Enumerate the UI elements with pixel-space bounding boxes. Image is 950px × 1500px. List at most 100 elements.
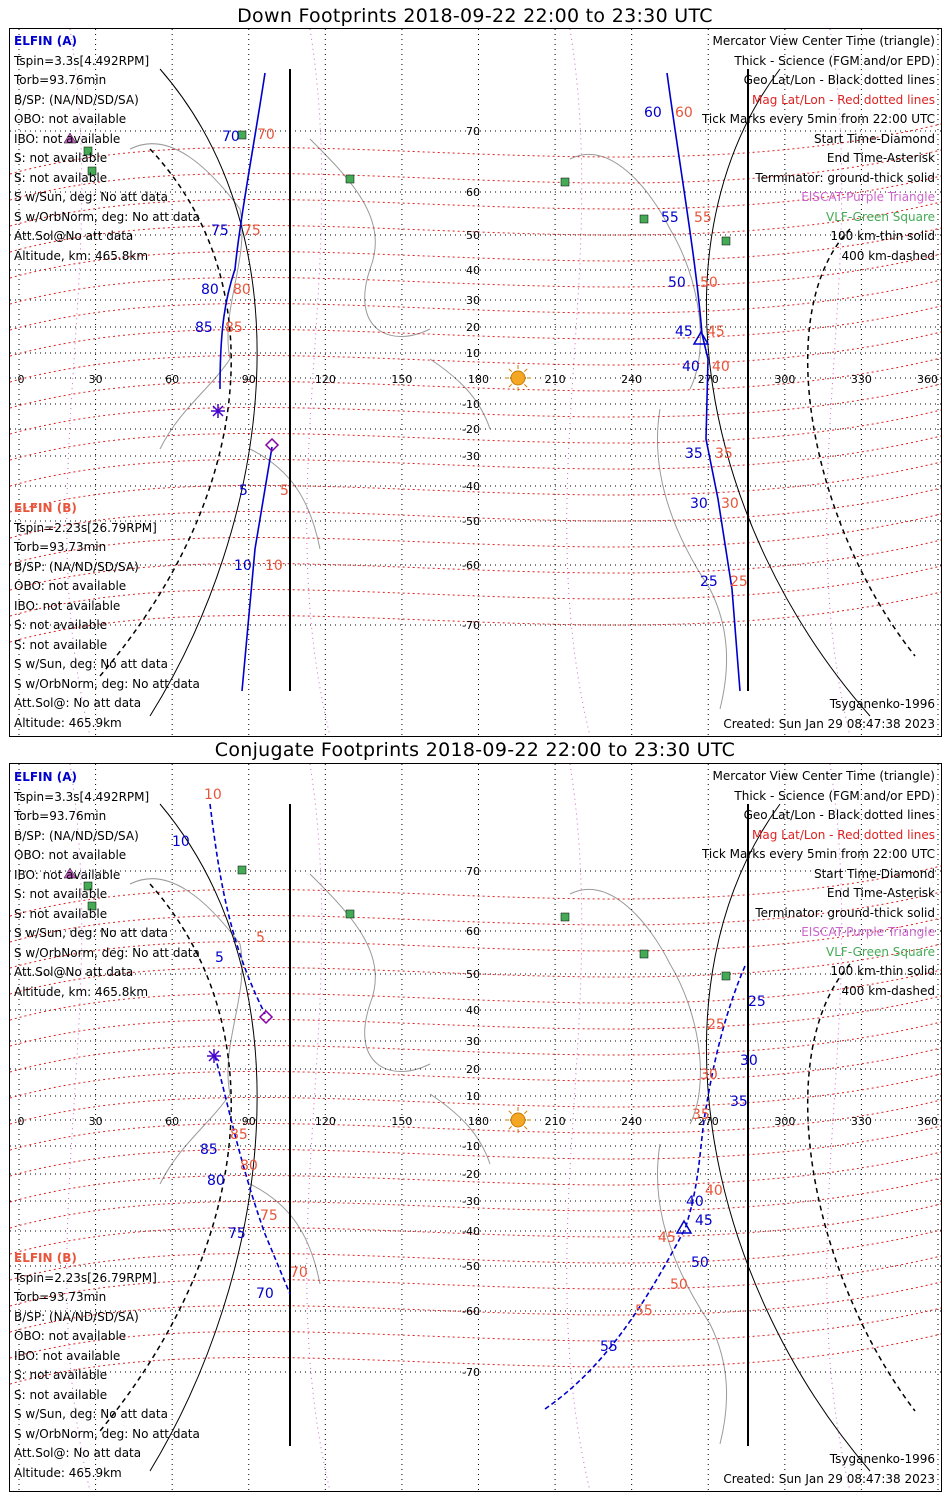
lat-tick-label: 20: [466, 1063, 480, 1076]
legend-item: End Time-Asterisk: [826, 151, 935, 165]
track-time-label: 35: [715, 446, 733, 462]
track-time-label: 75: [260, 1208, 278, 1224]
track-time-label: 45: [658, 1230, 676, 1246]
sat-a-info: ELFIN (A) Tspin=3.3s[4.492RPM] Torb=93.76…: [14, 32, 200, 266]
sat-b-name: ELFIN (B): [14, 501, 77, 515]
track-time-label: 50: [691, 1255, 709, 1271]
info-line: OBO: not available: [14, 112, 127, 126]
lat-tick-label: -60: [462, 1305, 480, 1318]
coastline: [249, 448, 321, 550]
legend-item: Mercator View Center Time (triangle): [712, 769, 935, 783]
info-line: B/SP: (NA/ND/SD/SA): [14, 92, 139, 107]
sun-disc: [510, 1112, 526, 1128]
coastline: [429, 358, 491, 430]
eiscat-marker: [63, 132, 77, 144]
lon-tick-label: 120: [315, 1115, 336, 1128]
track-time-label: 30: [740, 1053, 758, 1069]
model-name: Tsyganenko-1996: [829, 697, 935, 711]
end-time-asterisk: [207, 1049, 221, 1063]
info-line: Att.Sol@No att data: [14, 229, 134, 243]
coastline: [569, 153, 701, 390]
track-time-label: 40: [705, 1183, 723, 1199]
footprint-track: [209, 803, 291, 1295]
legend-item: Thick - Science (FGM and/or EPD): [734, 53, 935, 68]
info-line: S w/OrbNorm, deg: No att data: [14, 945, 200, 960]
start-time-diamond: [258, 1009, 274, 1025]
track-time-label: 25: [748, 994, 766, 1010]
lon-tick-label: 330: [851, 373, 872, 386]
info-line: S: not available: [14, 887, 108, 901]
sat-a-name: ELFIN (A): [14, 770, 77, 784]
lon-tick-label: 180: [468, 373, 489, 386]
lat-tick-label: -20: [462, 423, 480, 436]
legend-item: Geo Lat/Lon - Black dotted lines: [743, 808, 935, 822]
info-line: Tspin=3.3s[4.492RPM]: [14, 53, 150, 68]
legend-item: EISCAT-Purple Triangle: [801, 190, 935, 204]
model-name: Tsyganenko-1996: [829, 1452, 935, 1466]
track-time-label: 40: [712, 359, 730, 375]
lat-tick-label: 40: [466, 264, 480, 277]
track-time-label: 55: [694, 210, 712, 226]
track-time-label: 30: [690, 496, 708, 512]
track-time-label: 80: [207, 1173, 225, 1189]
legend-item: Thick - Science (FGM and/or EPD): [734, 788, 935, 803]
footer: Tsyganenko-1996 Created: Sun Jan 29 08:4…: [723, 695, 935, 734]
lat-tick-label: 10: [466, 347, 480, 360]
sun-ray: [524, 384, 528, 388]
legend: Mercator View Center Time (triangle) Thic…: [702, 767, 935, 1001]
sun-ray: [508, 368, 512, 372]
map-canvas: 0 30 60 90 120 150 180 210 240 270 300 330 360706050…: [10, 29, 941, 736]
legend-item: 400 km-dashed: [841, 983, 935, 998]
track-time-label: 10: [172, 834, 190, 850]
info-line: Torb=93.76min: [14, 73, 107, 87]
lat-tick-label: -40: [462, 480, 480, 493]
lat-tick-label: 60: [466, 925, 480, 938]
lat-tick-label: -70: [462, 1366, 480, 1379]
coastline: [429, 1093, 491, 1165]
lat-tick-label: -60: [462, 559, 480, 572]
coastline: [129, 878, 243, 1185]
footprint-track: [219, 72, 273, 692]
vlf-station-marker: [237, 865, 247, 875]
start-time-diamond: [264, 437, 280, 453]
track-time-label: 40: [686, 1194, 704, 1210]
lat-tick-label: -50: [462, 1260, 480, 1273]
footprint-track: [544, 965, 746, 1410]
sun-ray: [508, 1110, 512, 1114]
track-time-label: 25: [700, 574, 718, 590]
vlf-station-marker: [83, 881, 93, 891]
vlf-station-marker: [560, 177, 570, 187]
legend-item: Start Time-Diamond: [813, 131, 935, 146]
coastline: [657, 408, 728, 710]
info-line: Tspin=2.23s[26.79RPM]: [14, 1270, 157, 1285]
vlf-station-marker: [721, 236, 731, 246]
info-line: S w/Sun, deg: No att data: [14, 190, 168, 204]
lon-tick-label: 150: [391, 373, 412, 386]
track-time-label: 45: [675, 324, 693, 340]
info-line: Torb=93.76min: [14, 809, 107, 823]
info-line: S w/Sun, deg: No att data: [14, 657, 168, 671]
track-time-label: 5: [215, 950, 224, 966]
track-time-label: 5: [256, 930, 265, 946]
lat-tick-label: 20: [466, 321, 480, 334]
vlf-station-marker: [87, 901, 97, 911]
info-line: B/SP: (NA/ND/SD/SA): [14, 559, 139, 574]
track-time-label: 35: [685, 446, 703, 462]
track-time-label: 5: [280, 483, 289, 499]
lat-tick-label: 70: [466, 125, 480, 138]
vlf-station-marker: [87, 166, 97, 176]
sun-icon: [505, 1107, 531, 1133]
track-time-label: 10: [204, 787, 222, 803]
vlf-station-marker: [83, 146, 93, 156]
info-line: Torb=93.73min: [14, 1290, 107, 1304]
lon-tick-label: 180: [468, 1115, 489, 1128]
lat-tick-label: 70: [466, 865, 480, 878]
sat-b-info: ELFIN (B) Tspin=2.23s[26.79RPM] Torb=93.7…: [14, 499, 200, 733]
lon-tick-label: 0: [18, 1115, 25, 1128]
track-time-label: 50: [700, 275, 718, 291]
terminator-100km: [149, 68, 258, 717]
lon-tick-label: 60: [165, 373, 179, 386]
sun-ray: [508, 384, 512, 388]
info-line: S w/Sun, deg: No att data: [14, 1407, 168, 1421]
track-time-label: 45: [695, 1213, 713, 1229]
